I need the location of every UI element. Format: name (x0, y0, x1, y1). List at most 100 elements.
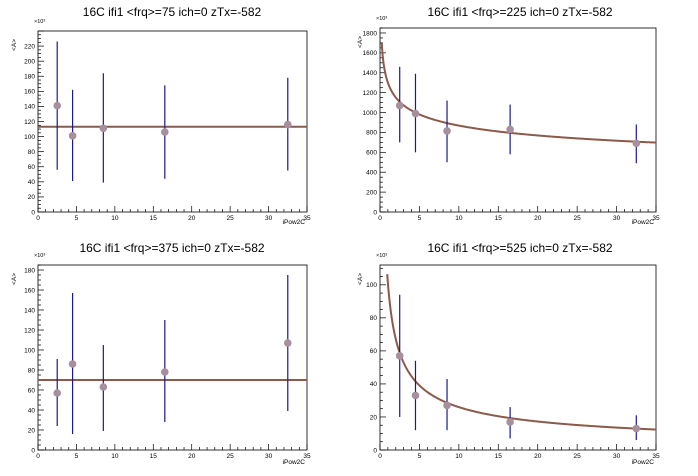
x-tick-label: 15 (495, 215, 503, 222)
y-multiplier-label: ×10³ (34, 19, 45, 25)
y-tick-label: 120 (24, 327, 35, 334)
x-tick-label: 35 (303, 453, 311, 460)
y-tick-label: 400 (366, 170, 377, 177)
x-tick-label: 5 (75, 215, 79, 222)
y-tick-label: 20 (370, 414, 378, 421)
data-point (395, 352, 404, 360)
x-tick-label: 25 (227, 453, 235, 460)
x-tick-label: 10 (455, 215, 463, 222)
y-tick-label: 220 (24, 43, 35, 50)
x-tick-label: 0 (378, 215, 382, 222)
y-tick-label: 180 (24, 74, 35, 81)
x-tick-label: 5 (75, 453, 79, 460)
y-tick-label: 20 (28, 427, 36, 434)
y-tick-label: 120 (24, 119, 35, 126)
data-point (411, 391, 420, 400)
y-tick-label: 1600 (363, 50, 378, 57)
y-tick-label: 140 (24, 104, 35, 111)
y-tick-label: 40 (28, 179, 36, 186)
y-tick-label: 200 (366, 189, 377, 196)
x-tick-label: 25 (574, 215, 582, 222)
y-tick-label: 60 (28, 164, 36, 171)
data-point (506, 418, 514, 426)
y-tick-label: 100 (24, 134, 35, 141)
data-point (68, 132, 77, 140)
y-multiplier-label: ×10³ (376, 16, 387, 22)
chart-title: 16C ifi1 <frq>=75 ich=0 zTx=-582 (83, 5, 262, 19)
chart-panel-1: 16C ifi1 <frq>=75 ich=0 zTx=-582 0 5 10 15 20… (11, 5, 311, 226)
x-axis-title: iPow2C (632, 459, 655, 466)
y-axis-title: <A> (357, 273, 364, 285)
chart-panel-2: 16C ifi1 <frq>=225 ich=0 zTx=-582 0 5 10 15 2… (357, 5, 660, 226)
x-tick-label: 5 (418, 215, 422, 222)
x-tick-label: 10 (455, 453, 463, 460)
y-tick-label: 160 (24, 89, 35, 96)
y-tick-label: 0 (31, 209, 35, 216)
x-tick-label: 35 (652, 453, 660, 460)
data-point (632, 424, 641, 433)
data-point (632, 139, 641, 148)
data-point (99, 124, 108, 133)
plot-frame (379, 27, 657, 213)
data-point (283, 120, 292, 129)
data-point (443, 127, 451, 135)
data-point (411, 109, 420, 118)
data-point (161, 368, 169, 376)
y-tick-label: 180 (24, 267, 35, 274)
data-point (395, 101, 404, 110)
y-tick-label: 80 (370, 315, 378, 322)
x-tick-label: 20 (534, 453, 542, 460)
y-tick-label: 1800 (363, 30, 378, 37)
y-tick-label: 100 (366, 282, 377, 289)
x-axis-title: iPow2C (283, 219, 306, 226)
data-point (506, 125, 514, 134)
data-point (53, 389, 62, 397)
x-tick-label: 20 (188, 215, 196, 222)
x-tick-label: 30 (265, 453, 273, 460)
data-point (99, 383, 108, 391)
x-tick-label: 0 (36, 215, 40, 222)
y-tick-label: 1400 (363, 70, 378, 77)
y-tick-label: 100 (24, 347, 35, 354)
chart-panel-4: 16C ifi1 <frq>=525 ich=0 zTx=-582 0 5 10 15 2… (357, 241, 660, 466)
x-tick-label: 30 (613, 215, 621, 222)
data-point (161, 128, 169, 136)
x-tick-label: 10 (111, 453, 119, 460)
chart-title: 16C ifi1 <frq>=225 ich=0 zTx=-582 (427, 5, 612, 19)
x-tick-label: 30 (613, 453, 621, 460)
y-tick-label: 0 (373, 209, 377, 216)
x-tick-label: 30 (265, 215, 273, 222)
y-tick-label: 0 (31, 447, 35, 454)
y-tick-label: 40 (370, 381, 378, 388)
x-axis-title: iPow2C (632, 219, 655, 226)
y-tick-label: 40 (28, 407, 36, 414)
y-tick-label: 1200 (363, 90, 378, 97)
y-tick-label: 60 (370, 348, 378, 355)
y-tick-label: 200 (24, 58, 35, 65)
x-axis-title: iPow2C (283, 459, 306, 466)
chart-title: 16C ifi1 <frq>=525 ich=0 zTx=-582 (427, 241, 612, 255)
y-tick-label: 60 (28, 387, 36, 394)
data-point (443, 401, 451, 410)
chart-panel-3: 16C ifi1 <frq>=375 ich=0 zTx=-582 0 5 10 15 2… (11, 241, 311, 466)
fit-curve (380, 42, 657, 144)
data-point (53, 101, 62, 110)
x-tick-label: 20 (534, 215, 542, 222)
x-tick-label: 35 (303, 215, 311, 222)
plot-frame (379, 264, 657, 451)
x-tick-label: 0 (36, 453, 40, 460)
x-tick-label: 25 (574, 453, 582, 460)
y-tick-label: 80 (28, 367, 36, 374)
plot-frame (37, 264, 308, 451)
x-tick-label: 25 (227, 215, 235, 222)
plot-frame (37, 30, 308, 213)
y-tick-label: 1000 (363, 110, 378, 117)
y-axis-title: <A> (357, 36, 364, 48)
y-tick-label: 800 (366, 130, 377, 137)
chart-title: 16C ifi1 <frq>=375 ich=0 zTx=-582 (79, 241, 264, 255)
y-tick-label: 0 (373, 447, 377, 454)
y-axis-title: <A> (11, 273, 18, 285)
x-tick-label: 15 (495, 453, 503, 460)
x-tick-label: 15 (150, 453, 158, 460)
